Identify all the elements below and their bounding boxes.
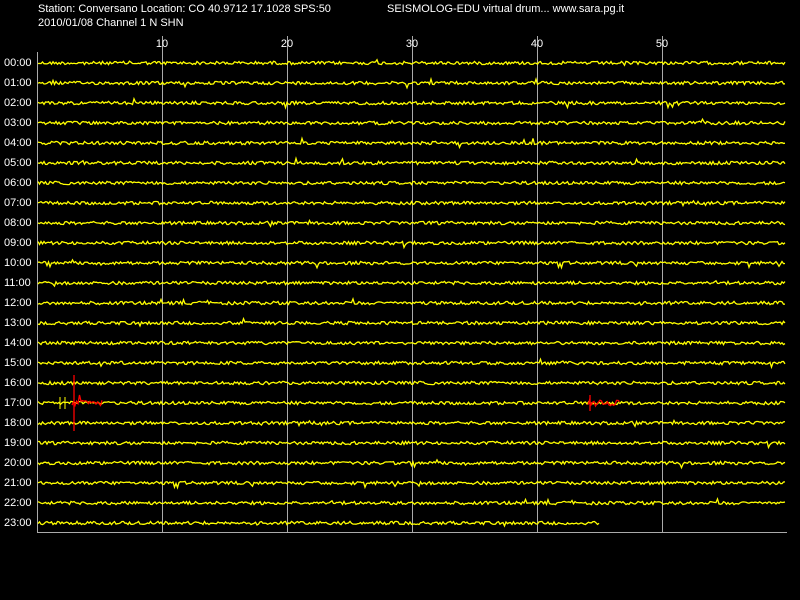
event-trace: [587, 397, 620, 408]
seismic-trace: [37, 496, 786, 507]
seismic-trace: [37, 279, 786, 288]
seismic-trace: [37, 96, 786, 110]
hour-label: 15:00: [4, 357, 32, 369]
seismic-trace: [37, 240, 786, 250]
seismic-trace: [37, 316, 786, 328]
seismic-trace: [37, 136, 786, 150]
title: SEISMOLOG-EDU virtual drum... www.sara.p…: [387, 3, 624, 15]
seismic-trace: [37, 400, 786, 406]
minute-label: 20: [281, 38, 293, 50]
seismic-trace: [37, 76, 786, 90]
hour-label: 00:00: [4, 57, 32, 69]
hour-label: 04:00: [4, 137, 32, 149]
seismic-trace: [37, 218, 786, 228]
minute-label: 50: [656, 38, 668, 50]
seismic-trace: [37, 199, 786, 208]
hour-label: 20:00: [4, 457, 32, 469]
minute-label: 10: [156, 38, 168, 50]
hour-label: 23:00: [4, 517, 32, 529]
seismic-trace: [37, 180, 786, 186]
seismic-trace: [37, 357, 786, 370]
hour-label: 13:00: [4, 317, 32, 329]
seismic-trace: [38, 258, 786, 270]
hour-label: 17:00: [4, 397, 32, 409]
hour-label: 16:00: [4, 377, 32, 389]
event-trace: [71, 394, 103, 408]
hour-label: 08:00: [4, 217, 32, 229]
hour-label: 01:00: [4, 77, 32, 89]
seismic-trace: [37, 520, 600, 528]
hour-label: 02:00: [4, 97, 32, 109]
minute-label: 30: [406, 38, 418, 50]
hour-label: 06:00: [4, 177, 32, 189]
hour-label: 07:00: [4, 197, 32, 209]
date-channel: 2010/01/08 Channel 1 N SHN: [38, 17, 184, 29]
seismic-trace: [37, 58, 786, 67]
seismic-trace: [37, 296, 786, 307]
hour-label: 11:00: [4, 277, 31, 289]
seismic-trace: [37, 480, 786, 490]
hour-label: 18:00: [4, 417, 32, 429]
hour-label: 22:00: [4, 497, 32, 509]
hour-label: 05:00: [4, 157, 32, 169]
seismic-trace: [37, 340, 786, 346]
hour-label: 10:00: [4, 257, 32, 269]
minute-label: 40: [531, 38, 543, 50]
seismic-trace: [37, 418, 786, 428]
hour-label: 03:00: [4, 117, 32, 129]
hour-label: 19:00: [4, 437, 32, 449]
seismic-trace: [37, 156, 786, 166]
hour-label: 14:00: [4, 337, 32, 349]
hour-label: 12:00: [4, 297, 32, 309]
seismic-trace: [37, 380, 786, 386]
seismic-trace: [38, 440, 786, 450]
station-info: Station: Conversano Location: CO 40.9712…: [38, 3, 331, 15]
hour-label: 21:00: [4, 477, 32, 489]
seismic-trace: [37, 458, 786, 470]
hour-label: 09:00: [4, 237, 32, 249]
seismic-trace: [37, 117, 786, 127]
